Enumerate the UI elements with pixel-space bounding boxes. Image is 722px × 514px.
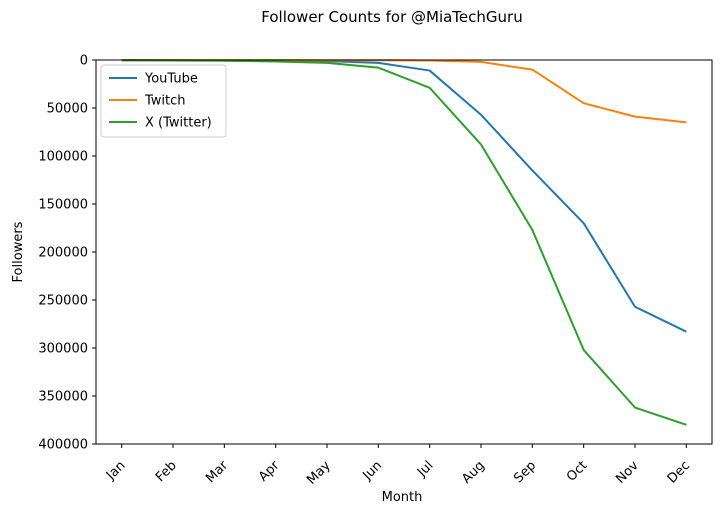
x-axis-title: Month: [382, 490, 423, 505]
x-tick-label: Jun: [359, 458, 385, 484]
x-tick-label: Mar: [203, 458, 231, 486]
legend-box: [100, 64, 227, 138]
x-tick-label: Dec: [665, 458, 693, 486]
y-tick-label: 200000: [38, 246, 88, 261]
y-tick-label: 350000: [38, 390, 88, 405]
x-tick-label: Feb: [153, 458, 180, 485]
plot-area: 0 50000 100000 150000 200000 250000 300000 3500…: [38, 54, 713, 488]
legend-label: X (Twitter): [145, 116, 212, 131]
legend-label: Twitch: [144, 94, 186, 109]
x-tick-label: Oct: [564, 458, 591, 485]
x-tick-label: Jan: [103, 458, 128, 483]
chart-title: Follower Counts for @MiaTechGuru: [261, 8, 522, 26]
x-tick-label: Apr: [256, 458, 283, 485]
y-tick-label: 300000: [38, 342, 88, 357]
x-tick-label: Aug: [459, 458, 488, 487]
y-tick-label: 50000: [47, 102, 88, 117]
y-axis-title: Followers: [11, 221, 26, 282]
legend-label: YouTube: [144, 72, 198, 87]
x-tick-label: May: [304, 458, 334, 488]
x-tick-label: Sep: [511, 458, 539, 486]
y-tick-label: 250000: [38, 294, 88, 309]
y-tick-label: 400000: [38, 438, 88, 453]
x-tick-label: Nov: [613, 458, 642, 487]
y-tick-label: 100000: [38, 150, 88, 165]
series-line-x-twitter: [121, 59, 687, 426]
y-tick-label: 150000: [38, 198, 88, 213]
y-tick-label: 0: [80, 54, 88, 69]
x-tick-label: Jul: [414, 458, 436, 480]
